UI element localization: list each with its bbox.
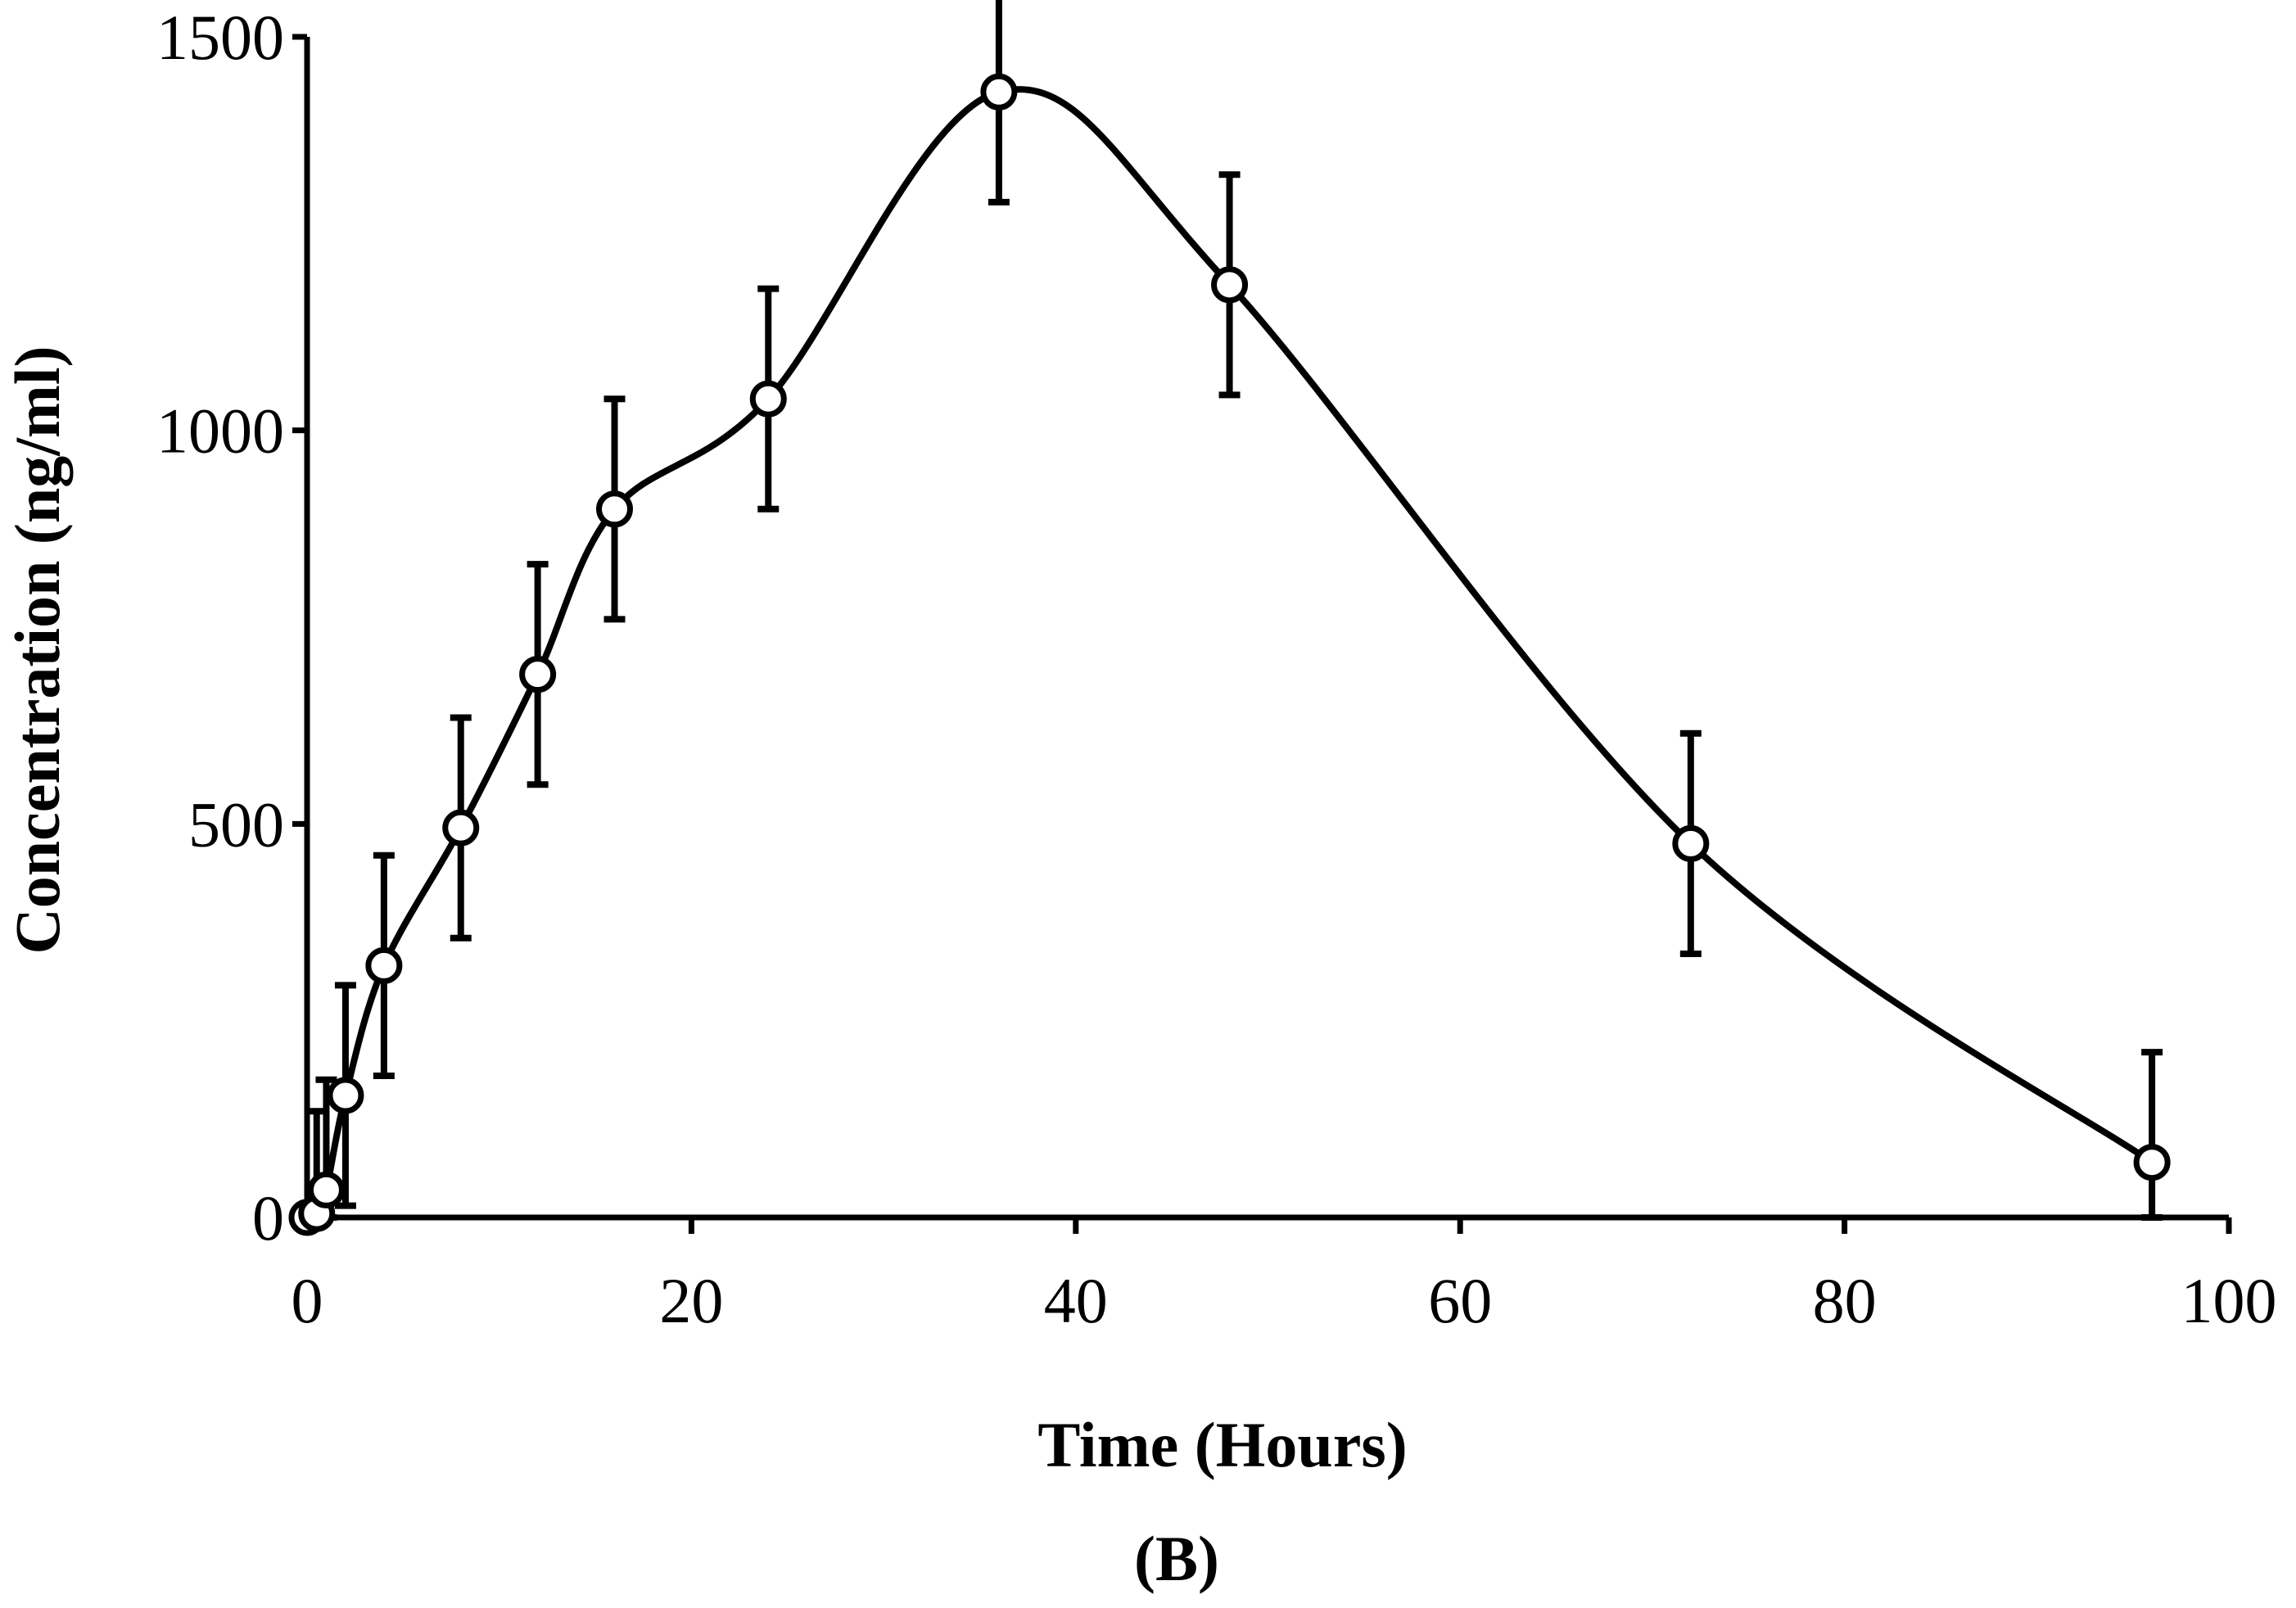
data-point	[596, 490, 634, 528]
data-point	[1211, 266, 1249, 304]
data-point	[980, 73, 1018, 111]
data-point	[1672, 824, 1710, 862]
y-tick-label-1000: 1000	[156, 395, 284, 467]
y-tick-label-0: 0	[252, 1182, 284, 1253]
data-point	[749, 380, 787, 418]
data-point	[519, 656, 557, 693]
series-curve	[304, 86, 2156, 1221]
y-ticks: 0 500 1000 1500	[156, 2, 307, 1253]
data-point	[442, 809, 480, 847]
x-tick-label-20: 20	[659, 1265, 723, 1336]
error-bar	[2141, 1049, 2163, 1221]
y-tick-label-500: 500	[188, 788, 284, 860]
x-tick-label-60: 60	[1428, 1265, 1492, 1336]
y-tick-label-1500: 1500	[156, 2, 284, 73]
data-point	[365, 946, 403, 984]
plot-area: 0 500 1000 1500 0 20 40 60 80 100	[156, 0, 2277, 1336]
x-tick-label-100: 100	[2181, 1265, 2277, 1336]
y-axis-title: Concentration (ng/ml)	[2, 346, 73, 954]
data-point	[2133, 1144, 2171, 1181]
error-bars	[305, 0, 2163, 1221]
data-point	[327, 1077, 364, 1114]
x-axis-title: Time (Hours)	[1037, 1409, 1407, 1480]
x-ticks: 0 20 40 60 80 100	[292, 1217, 2277, 1336]
panel-label: (B)	[1134, 1523, 1219, 1594]
data-point	[307, 1171, 345, 1208]
x-tick-label-40: 40	[1044, 1265, 1108, 1336]
data-markers	[288, 73, 2171, 1236]
x-tick-label-0: 0	[292, 1265, 323, 1336]
x-tick-label-80: 80	[1813, 1265, 1877, 1336]
